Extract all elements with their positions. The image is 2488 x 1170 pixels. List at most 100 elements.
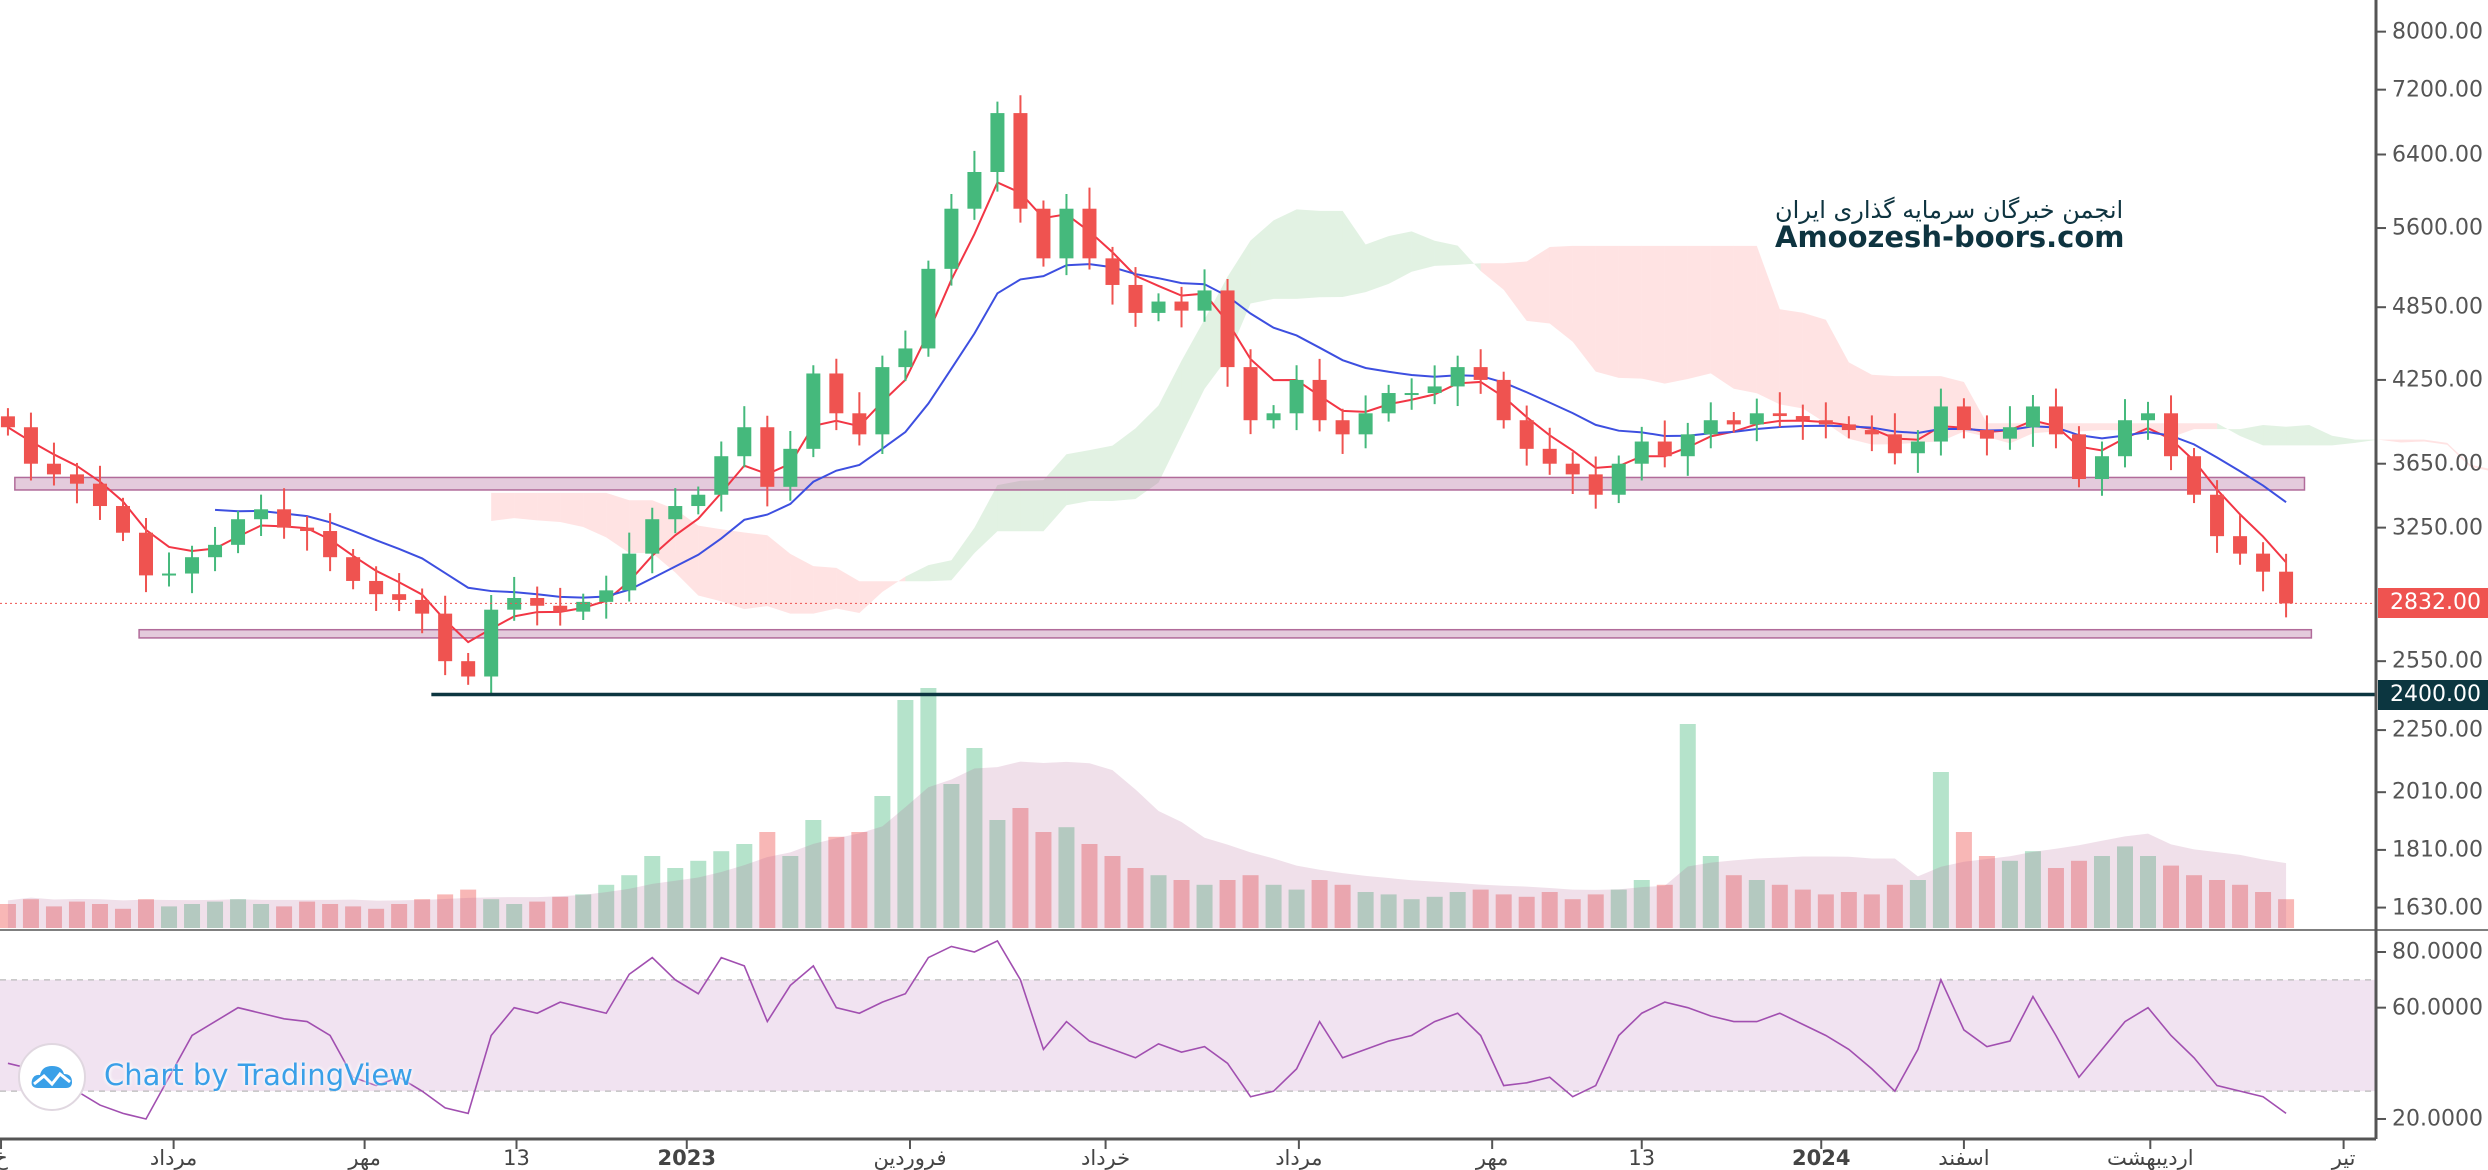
candle xyxy=(231,519,246,545)
price-tick-label: 6400.00 xyxy=(2392,142,2483,167)
rsi-line xyxy=(7,939,2287,1120)
volume-bar xyxy=(2186,875,2203,928)
cloud-segment xyxy=(2470,464,2488,471)
level-price-badge: 2400.00 xyxy=(2378,679,2488,710)
candle xyxy=(2256,553,2271,572)
candle xyxy=(1381,393,1396,414)
candle xyxy=(254,509,269,520)
price-tick-label: 4850.00 xyxy=(2392,294,2483,320)
candle xyxy=(461,661,476,677)
candle xyxy=(346,557,361,581)
volume-bar xyxy=(621,875,638,928)
volume-bar xyxy=(1426,896,1443,928)
candle xyxy=(369,580,384,595)
cloud-segment xyxy=(997,480,1021,532)
cloud-segment xyxy=(2286,425,2310,446)
cloud-segment xyxy=(1710,245,1734,389)
cloud-segment xyxy=(1848,362,1872,445)
volume-bar xyxy=(2209,880,2226,928)
candle xyxy=(1059,208,1074,259)
volume-bar xyxy=(644,856,661,928)
cloud-segment xyxy=(2355,439,2379,443)
cloud-segment xyxy=(1871,374,1895,445)
volume-bar xyxy=(253,904,270,928)
volume-bar xyxy=(276,906,293,928)
cloud-segment xyxy=(1112,428,1136,502)
cloud-segment xyxy=(767,535,791,614)
candle xyxy=(323,531,338,558)
candle xyxy=(1496,379,1511,421)
price-tick-label: 4250.00 xyxy=(2392,367,2483,393)
cloud-segment xyxy=(790,553,814,614)
candle xyxy=(2279,571,2294,604)
candle xyxy=(185,557,200,574)
cloud-segment xyxy=(1273,209,1297,299)
candles xyxy=(0,95,2294,694)
price-tick-label: 2550.00 xyxy=(2392,648,2483,674)
rsi-tick-label: 60.0000 xyxy=(2392,995,2483,1021)
rsi-band xyxy=(0,979,2376,1092)
volume-bar xyxy=(759,832,776,928)
candle xyxy=(576,601,591,612)
cloud-segment xyxy=(1595,245,1619,378)
volume-bar xyxy=(414,899,431,928)
cloud-segment xyxy=(1089,445,1113,502)
volume-bar xyxy=(1495,894,1512,928)
candle xyxy=(1657,441,1672,457)
volume-bar xyxy=(667,868,684,928)
support-zone xyxy=(14,476,2306,491)
cloud-segment xyxy=(974,485,998,554)
candle xyxy=(277,509,292,528)
candle xyxy=(1358,413,1373,435)
cloud-segment xyxy=(951,527,975,581)
volume-bar xyxy=(920,688,937,928)
support-zone xyxy=(138,628,2313,639)
volume-bar xyxy=(1587,894,1604,928)
candle xyxy=(921,268,936,349)
volume-bar xyxy=(1771,884,1788,928)
candle xyxy=(69,474,84,484)
cloud-segment xyxy=(1250,220,1274,304)
volume-bar xyxy=(989,820,1006,928)
rsi-band-fill xyxy=(0,979,2376,1092)
candle xyxy=(507,598,522,610)
cloud-segment xyxy=(1549,245,1573,342)
cloud-segment xyxy=(1779,309,1803,409)
candle xyxy=(875,367,890,435)
candle xyxy=(438,613,453,662)
volume-bar xyxy=(2232,884,2249,928)
candle xyxy=(1818,420,1833,425)
time-tick-label: فروردین xyxy=(873,1146,947,1170)
volume-bar xyxy=(2163,865,2180,928)
candle xyxy=(1749,413,1764,425)
volume-bar xyxy=(1357,892,1374,928)
candle xyxy=(1312,379,1327,421)
volume-bar xyxy=(22,899,39,928)
candle xyxy=(1864,430,1879,435)
cloud-segment xyxy=(859,581,883,613)
cloud-segment xyxy=(2217,423,2241,436)
cloud-segment xyxy=(813,566,837,614)
candle xyxy=(990,113,1005,172)
volume-bar xyxy=(1748,880,1765,928)
candle xyxy=(1473,367,1488,380)
candle xyxy=(1220,290,1235,368)
volume-bar xyxy=(1403,899,1420,928)
volume-bar xyxy=(2047,868,2064,928)
volume-bar xyxy=(1518,896,1535,928)
candle xyxy=(1910,441,1925,454)
volume-bar xyxy=(2140,856,2157,928)
cloud-segment xyxy=(882,576,906,592)
volume-bar xyxy=(1265,884,1282,928)
candle xyxy=(1404,393,1419,396)
candle xyxy=(530,598,545,606)
candle xyxy=(1611,463,1626,495)
candle xyxy=(208,544,223,558)
tradingview-logo-icon[interactable] xyxy=(18,1043,86,1111)
price-tick-label: 1630.00 xyxy=(2392,895,2483,921)
tradingview-attribution[interactable]: Chart by TradingView xyxy=(104,1058,413,1092)
volume-bar xyxy=(1334,884,1351,928)
volume-bar xyxy=(1702,856,1719,928)
cloud-segment xyxy=(2240,425,2264,446)
